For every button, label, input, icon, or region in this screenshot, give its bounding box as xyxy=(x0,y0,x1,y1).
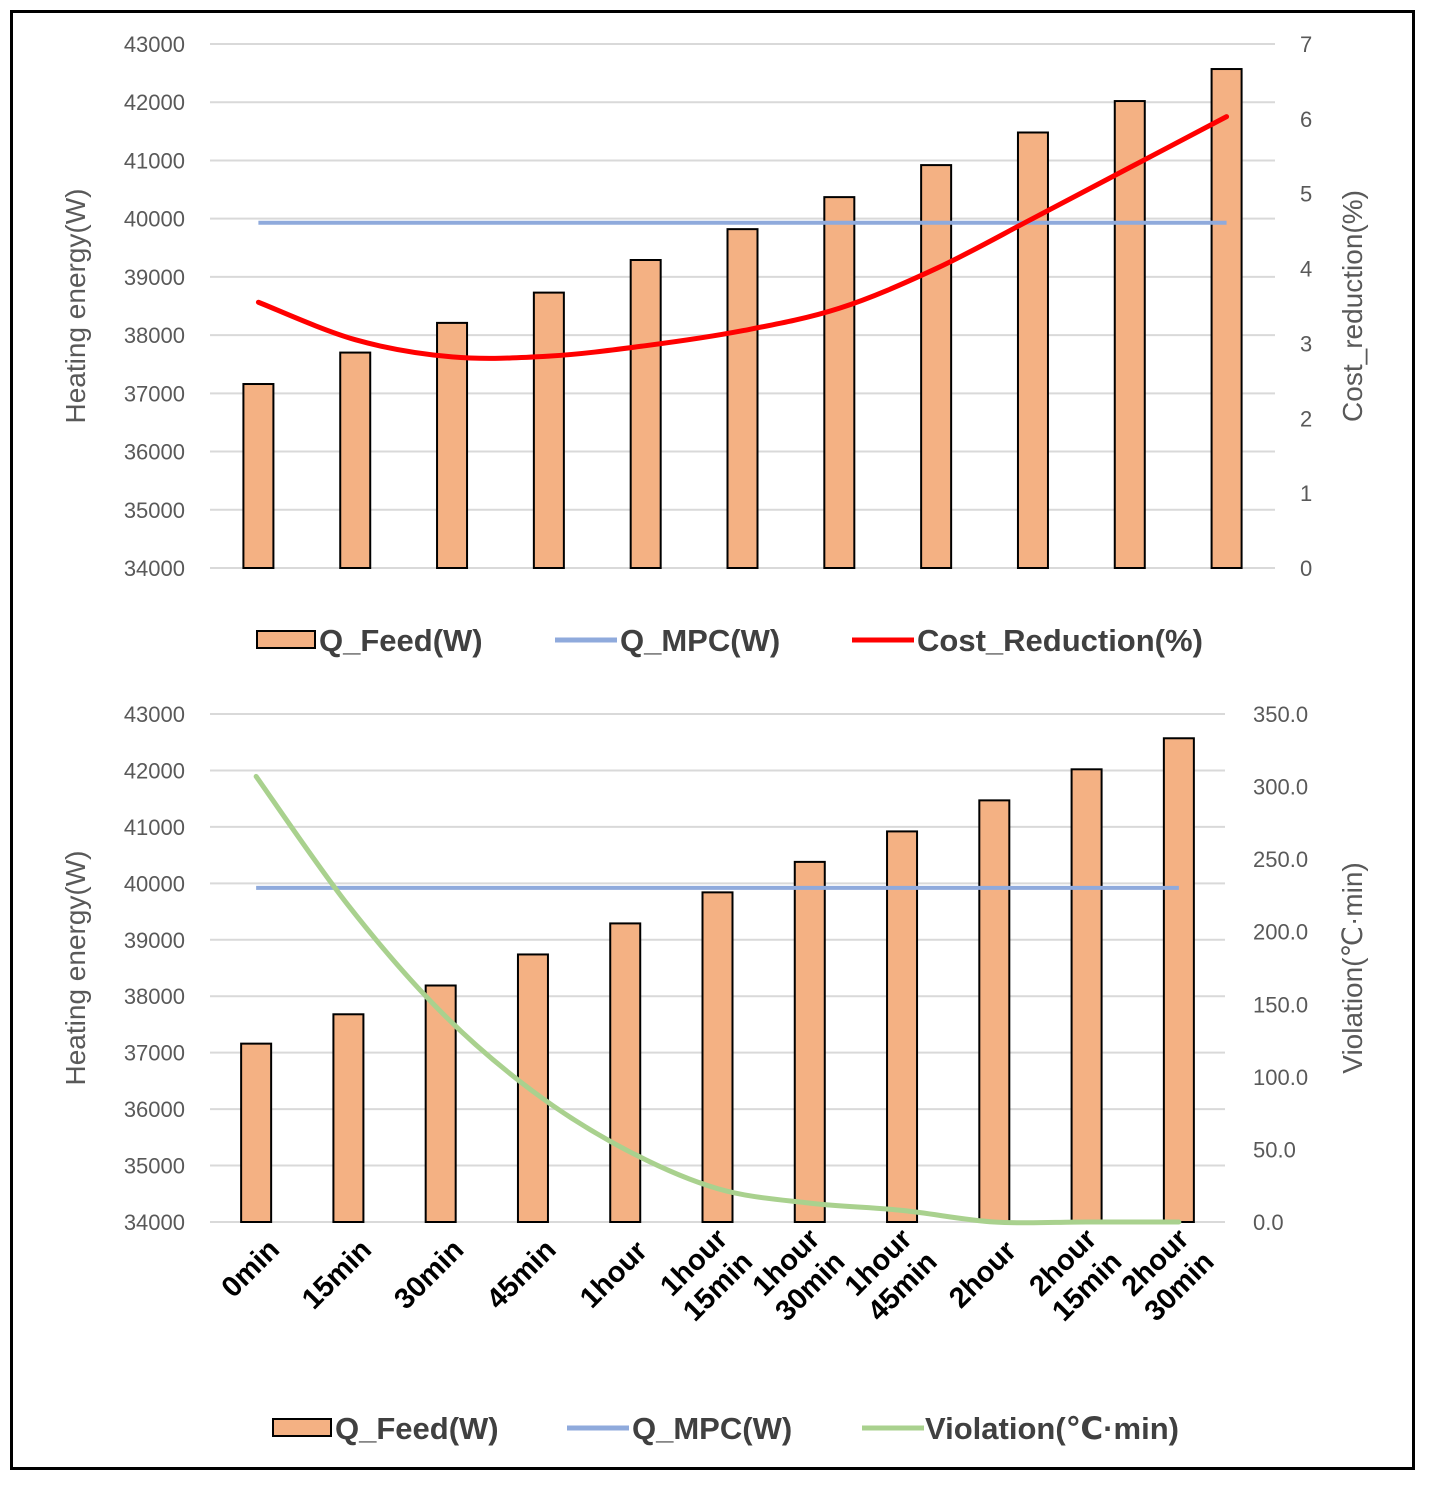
y-tick-label: 41000 xyxy=(124,148,185,173)
violation-chart: 34000 35000 36000 37000 38000 39000 40000 41000… xyxy=(60,702,1368,1446)
x-tick-label-line: 0min xyxy=(216,1234,286,1304)
legend-label: Q_Feed(W) xyxy=(319,623,483,658)
bar-q-feed xyxy=(436,321,469,569)
y2-tick-label: 350.0 xyxy=(1253,702,1308,727)
bar-q-feed xyxy=(629,259,662,569)
cost-reduction-chart: 34000 35000 36000 37000 38000 39000 40000 41000… xyxy=(60,32,1368,658)
bar-q-feed xyxy=(793,860,826,1224)
y2-tick-label: 3 xyxy=(1300,331,1312,356)
y-tick-label: 34000 xyxy=(124,1210,185,1235)
bar-q-feed xyxy=(1070,768,1103,1223)
legend-swatch-bar xyxy=(256,630,316,649)
legend-label: Q_MPC(W) xyxy=(620,623,780,658)
y2-tick-label: 7 xyxy=(1300,32,1312,57)
bar-q-feed xyxy=(242,383,275,570)
bar-q-feed xyxy=(339,351,372,570)
x-tick-label-line: 1hour xyxy=(574,1235,654,1315)
bar-q-feed xyxy=(920,164,953,569)
y-tick-label: 36000 xyxy=(124,1097,185,1122)
y2-tick-label: 4 xyxy=(1300,257,1312,282)
y-tick-label: 35000 xyxy=(124,1154,185,1179)
bar-q-feed xyxy=(978,799,1011,1223)
bar-q-feed xyxy=(609,922,642,1223)
bar-q-feed xyxy=(1210,68,1243,569)
y2-tick-label: 5 xyxy=(1300,182,1312,207)
line-cost-reduction xyxy=(255,114,1230,361)
y2-tick-label: 1 xyxy=(1300,481,1312,506)
legend-label: Cost_Reduction(%) xyxy=(917,623,1203,658)
y-tick-label: 38000 xyxy=(124,323,185,348)
x-tick-label: 2hour30min xyxy=(1115,1222,1221,1328)
x-tick-label: 2hour15min xyxy=(1022,1222,1128,1328)
bar-q-feed xyxy=(516,953,549,1223)
legend-label: Q_Feed(W) xyxy=(335,1411,499,1446)
y-tick-label: 42000 xyxy=(124,90,185,115)
x-tick-label: 1hour xyxy=(574,1235,654,1315)
y-tick-label: 38000 xyxy=(124,984,185,1009)
x-tick-label-line: 30min xyxy=(388,1234,470,1316)
bar-q-feed xyxy=(1016,131,1049,569)
y-tick-label: 42000 xyxy=(124,758,185,783)
y2-tick-label: 0.0 xyxy=(1253,1210,1284,1235)
x-tick-label-line: 2hour xyxy=(943,1235,1023,1315)
x-tick-label: 45min xyxy=(481,1234,563,1316)
line-violation xyxy=(253,773,1182,1226)
y-tick-label: 41000 xyxy=(124,815,185,840)
bar-q-feed xyxy=(823,196,856,569)
y-tick-label: 43000 xyxy=(124,32,185,57)
figure-frame xyxy=(10,10,1415,1470)
legend-swatch-bar xyxy=(272,1418,332,1437)
y-tick-label: 39000 xyxy=(124,265,185,290)
y-tick-label: 35000 xyxy=(124,498,185,523)
y-axis-title: Heating energy(W) xyxy=(60,189,91,424)
x-tick-label: 1hour15min xyxy=(653,1222,759,1328)
y2-tick-label: 2 xyxy=(1300,406,1312,431)
y2-tick-label: 0 xyxy=(1300,556,1312,581)
bar-q-feed xyxy=(726,228,759,569)
y-tick-label: 40000 xyxy=(124,207,185,232)
x-tick-label: 2hour xyxy=(943,1235,1023,1315)
x-tick-label: 1hour45min xyxy=(838,1222,944,1328)
y2-tick-label: 200.0 xyxy=(1253,920,1308,945)
bar-q-feed xyxy=(332,1013,365,1223)
y2-tick-label: 50.0 xyxy=(1253,1137,1296,1162)
bar-q-feed xyxy=(886,830,919,1223)
y-tick-label: 43000 xyxy=(124,702,185,727)
legend-label: Violation(℃·min) xyxy=(925,1411,1179,1446)
y-tick-label: 36000 xyxy=(124,440,185,465)
y-tick-label: 40000 xyxy=(124,871,185,896)
bar-q-feed xyxy=(701,891,734,1223)
y2-tick-label: 100.0 xyxy=(1253,1065,1308,1090)
bar-q-feed xyxy=(240,1042,273,1223)
x-tick-label: 30min xyxy=(388,1234,470,1316)
y-tick-label: 39000 xyxy=(124,928,185,953)
bar-q-feed xyxy=(532,291,565,569)
y2-tick-label: 6 xyxy=(1300,107,1312,132)
legend-label: Q_MPC(W) xyxy=(632,1411,792,1446)
bar-q-feed xyxy=(1162,737,1195,1223)
bar-q-feed xyxy=(1113,100,1146,570)
x-tick-label: 1hour30min xyxy=(745,1222,851,1328)
x-tick-label-line: 45min xyxy=(481,1234,563,1316)
x-tick-label-line: 15min xyxy=(296,1234,378,1316)
bar-q-feed xyxy=(424,984,457,1224)
y-tick-label: 37000 xyxy=(124,381,185,406)
y2-tick-label: 300.0 xyxy=(1253,775,1308,800)
y2-axis-title: Cost_reduction(%) xyxy=(1337,190,1368,422)
y-tick-label: 37000 xyxy=(124,1041,185,1066)
y-tick-label: 34000 xyxy=(124,556,185,581)
y2-tick-label: 150.0 xyxy=(1253,992,1308,1017)
y-axis-title: Heating energy(W) xyxy=(60,851,91,1086)
y2-axis-title: Violation(℃·min) xyxy=(1337,862,1368,1073)
x-tick-label: 0min xyxy=(216,1234,286,1304)
x-tick-label: 15min xyxy=(296,1234,378,1316)
y2-tick-label: 250.0 xyxy=(1253,847,1308,872)
